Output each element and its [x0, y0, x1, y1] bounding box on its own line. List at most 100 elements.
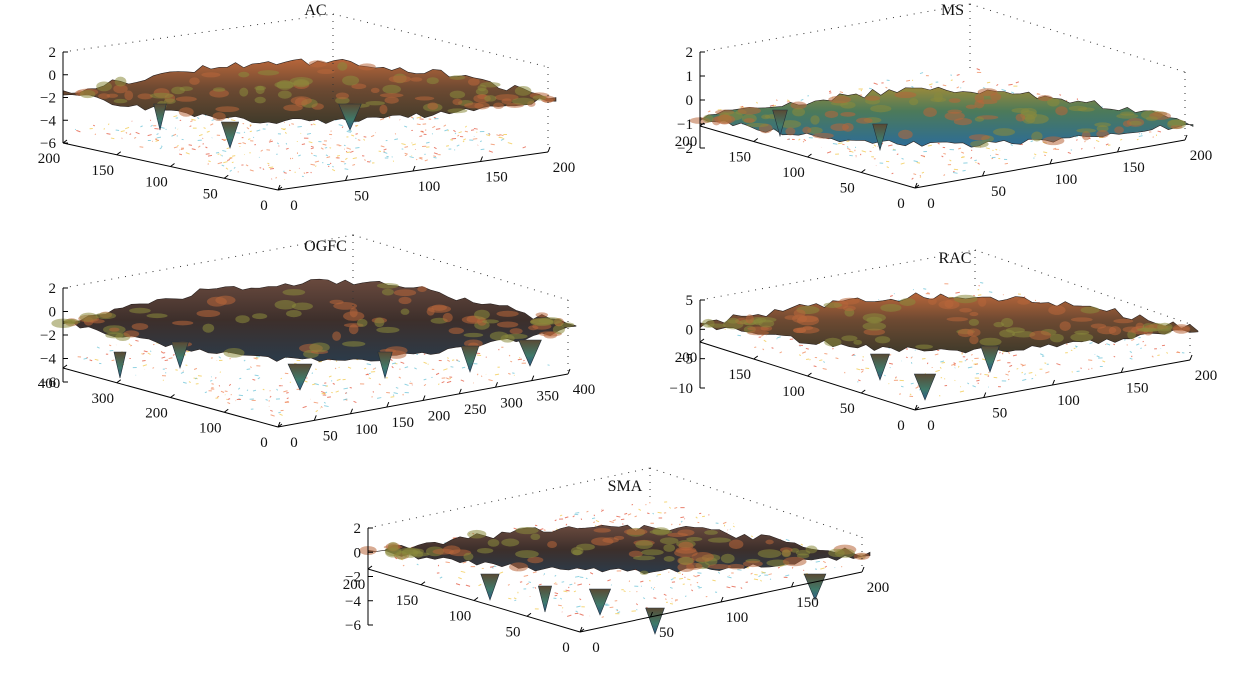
surface-bump: [727, 563, 745, 570]
contour-line: [462, 140, 465, 143]
contour-line: [837, 142, 843, 145]
x-tick-mark: [458, 388, 462, 395]
contour-line: [394, 138, 399, 141]
contour-line: [1076, 139, 1078, 141]
contour-line: [986, 81, 991, 84]
contour-line: [798, 354, 802, 357]
contour-line: [832, 142, 838, 145]
y-tick-mark: [62, 139, 68, 144]
surface-bump: [504, 333, 528, 339]
surface-bump: [1145, 116, 1158, 122]
contour-line: [283, 390, 288, 393]
surface-bump: [137, 93, 153, 100]
contour-line: [445, 561, 450, 564]
surface-mesh: [367, 524, 871, 575]
contour-line: [246, 127, 250, 130]
surface-bump: [591, 537, 614, 546]
contour-line: [326, 156, 331, 159]
contour-line: [652, 512, 655, 515]
contour-line: [269, 390, 271, 392]
contour-line: [971, 360, 973, 362]
surface-bump: [514, 86, 532, 96]
contour-line: [923, 288, 927, 290]
x-tick-label: 250: [464, 402, 487, 418]
contour-line: [860, 89, 863, 92]
contour-line: [512, 372, 515, 374]
x-tick-mark: [982, 170, 985, 177]
surface-bump: [686, 562, 703, 570]
contour-line: [325, 154, 329, 157]
contour-line: [740, 105, 744, 108]
contour-line: [823, 361, 826, 363]
surface-bump: [840, 111, 856, 117]
contour-line: [663, 593, 667, 596]
contour-line: [140, 125, 143, 128]
contour-line: [680, 520, 683, 523]
contour-line: [453, 129, 456, 133]
contour-line: [1009, 364, 1013, 367]
contour-line: [1043, 151, 1048, 154]
contour-line: [329, 162, 332, 165]
surface-bump: [432, 548, 454, 555]
contour-line: [996, 83, 999, 87]
axes-box: [62, 13, 551, 191]
contour-line: [388, 116, 391, 119]
contour-line: [355, 146, 360, 149]
contour-line: [809, 359, 811, 361]
surface-bump: [899, 298, 916, 306]
contour-line: [306, 132, 312, 135]
contour-line: [885, 86, 888, 89]
surface-bump: [1024, 114, 1049, 124]
contour-line: [320, 147, 324, 150]
contour-line: [246, 368, 251, 371]
contour-line: [364, 159, 366, 161]
contour-line: [147, 134, 152, 137]
contour-line: [448, 377, 452, 380]
surface-bump: [290, 96, 312, 106]
contour-line: [762, 348, 765, 351]
contour-line: [1033, 153, 1037, 156]
contour-line: [173, 115, 178, 118]
surface-bump: [790, 101, 807, 110]
x-tick-label: 50: [323, 428, 338, 444]
z-tick-label: −6: [40, 375, 56, 391]
y-tick-mark: [420, 581, 426, 586]
contour-line: [198, 134, 203, 137]
contour-line: [775, 99, 778, 102]
contour-line: [433, 116, 437, 119]
contour-line: [416, 116, 422, 119]
surface-bump: [365, 100, 386, 106]
contour-line: [1095, 139, 1100, 143]
contour-line: [1152, 136, 1155, 138]
surface-bump: [239, 87, 249, 97]
contour-line: [470, 129, 475, 131]
x-tick-mark: [983, 392, 987, 398]
contour-line: [460, 570, 466, 573]
contour-line: [1023, 296, 1026, 298]
contour-line: [409, 156, 414, 159]
surface-bump: [691, 552, 714, 562]
contour-line: [776, 338, 778, 340]
contour-line: [257, 377, 261, 380]
contour-line: [910, 362, 913, 364]
surface-bump: [1090, 323, 1107, 329]
y-tick-label: 0: [897, 418, 905, 434]
contour-line: [802, 140, 805, 143]
contour-line: [124, 126, 130, 130]
surface-bump: [1081, 130, 1091, 141]
surface-bump: [276, 80, 294, 90]
surface-bump: [484, 95, 497, 102]
contour-line: [314, 160, 320, 163]
surface-bump: [779, 120, 802, 129]
surface-bump: [1049, 333, 1064, 343]
contour-line: [190, 120, 193, 123]
contour-line: [343, 398, 348, 401]
surface-spikes: [772, 109, 888, 152]
x-tick-label: 50: [354, 189, 369, 205]
contour-line: [900, 162, 905, 165]
surface-bump: [635, 540, 653, 550]
contour-line: [252, 136, 255, 139]
contour-line: [1105, 143, 1109, 146]
surface-panel-ms: MS 2 1 0 −1 −2 0 50 100 150 200 0 50 100 150 200: [675, 2, 1213, 212]
contour-line: [444, 541, 446, 544]
